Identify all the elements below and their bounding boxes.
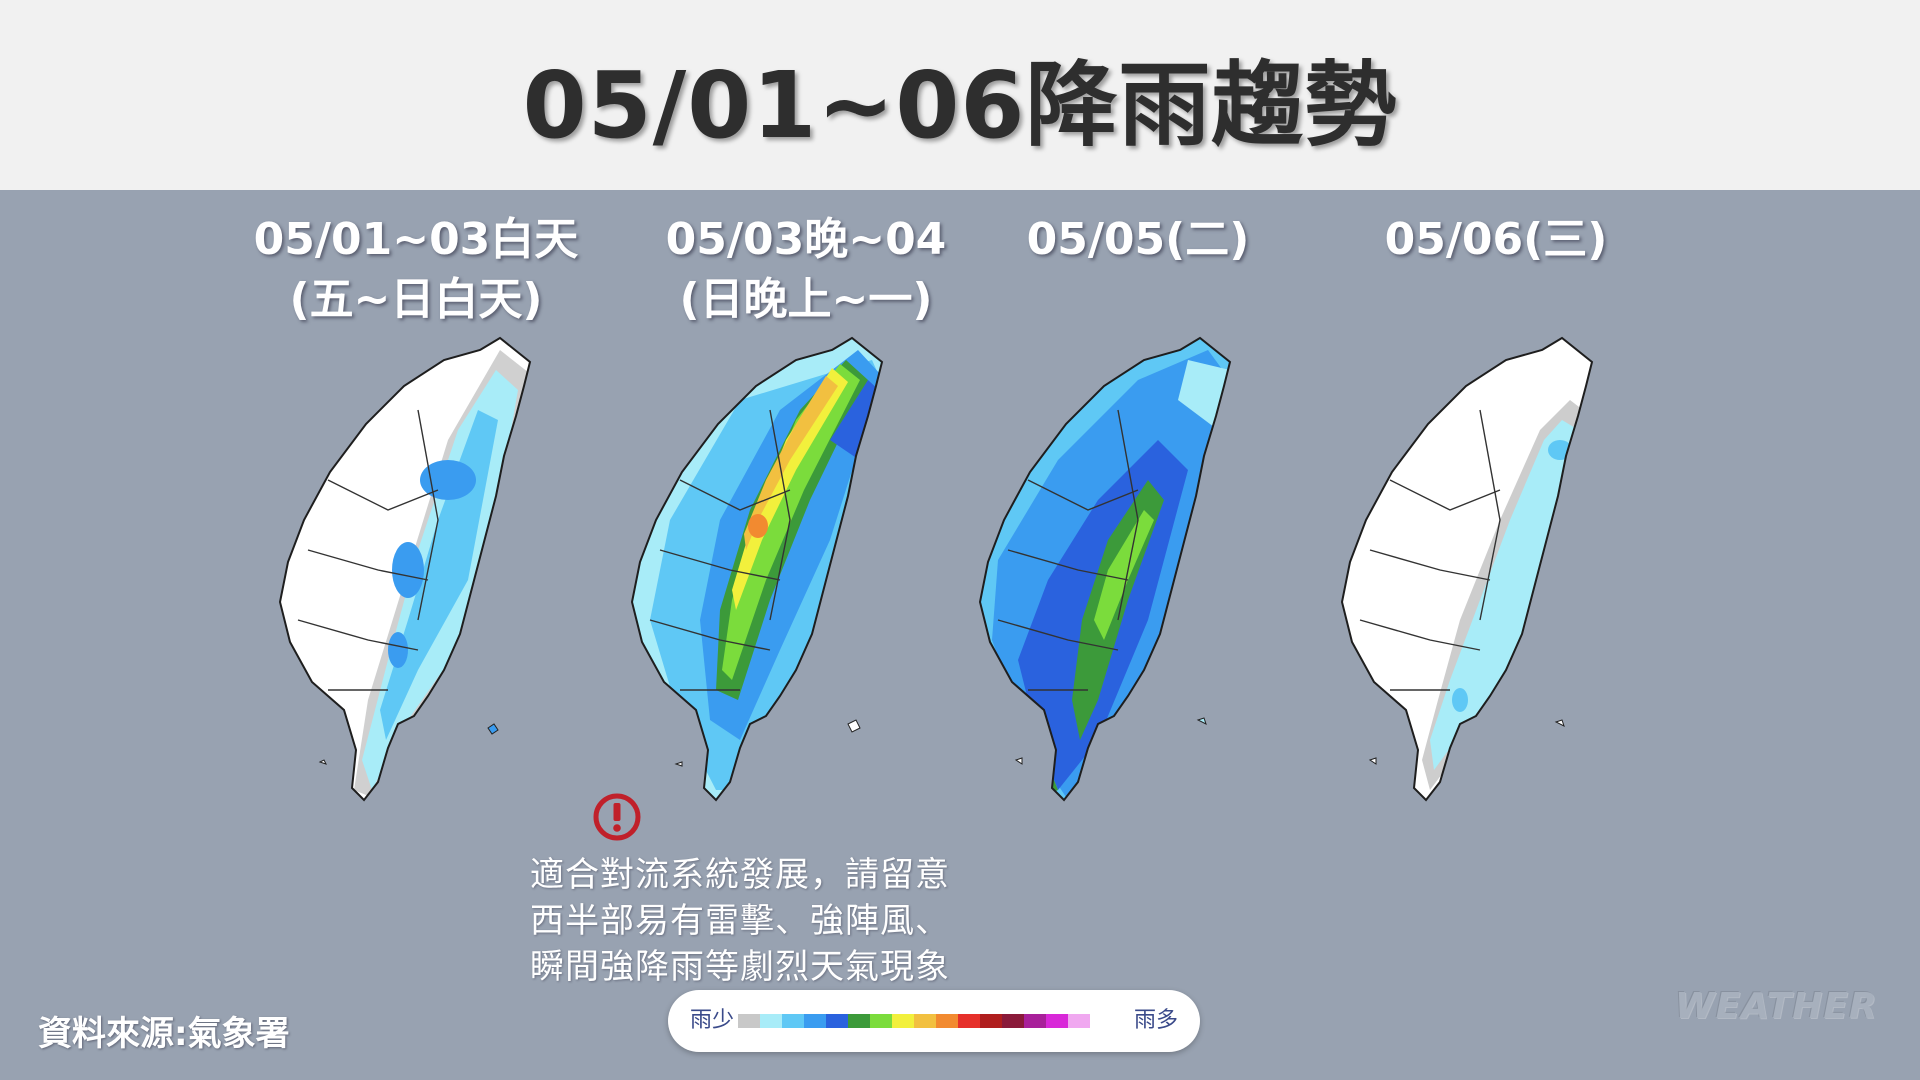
legend-swatch [826,1014,848,1028]
panel-1-label: 05/01~03白天 (五~日白天) [226,210,606,330]
weather-logo: WEATHER [1675,986,1878,1027]
panel-2-label: 05/03晚~04 (日晚上~一) [616,210,996,330]
legend-swatch [804,1014,826,1028]
legend-swatch [782,1014,804,1028]
convection-warning: 適合對流系統發展，請留意 西半部易有雷擊、強陣風、 瞬間強降雨等劇烈天氣現象 [530,852,1000,990]
legend-swatch [848,1014,870,1028]
page-title: 05/01~06降雨趨勢 [522,52,1398,159]
legend-swatch [1046,1014,1068,1028]
panel-4-label: 05/06(三) [1306,210,1686,270]
legend-low-label: 雨少 [690,1008,735,1033]
panel-3-date: 05/05(二) [1026,214,1250,265]
warning-line-2: 西半部易有雷擊、強陣風、 [530,901,950,941]
legend-color-bar [738,1014,1090,1028]
panel-1-days: (五~日白天) [289,274,543,325]
rain-map-1 [268,320,598,840]
legend-swatch [1068,1014,1090,1028]
legend-swatch [914,1014,936,1028]
panel-1-date: 05/01~03白天 [253,214,579,265]
panel-3-label: 05/05(二) [948,210,1328,270]
panel-4-date: 05/06(三) [1384,214,1608,265]
legend-swatch [760,1014,782,1028]
warning-line-1: 適合對流系統發展，請留意 [530,855,950,895]
legend-swatch [958,1014,980,1028]
header-bar [0,0,1920,190]
legend-high-label: 雨多 [1133,1008,1178,1033]
panel-2-date: 05/03晚~04 [665,214,947,265]
rainfall-legend: 雨少 雨多 [668,990,1200,1052]
data-source: 資料來源:氣象署 [38,1014,290,1054]
panel-2-days: (日晚上~一) [679,274,933,325]
legend-swatch [1002,1014,1024,1028]
legend-swatch [980,1014,1002,1028]
exclamation-circle-icon [592,792,642,842]
warning-line-3: 瞬間強降雨等劇烈天氣現象 [530,947,950,987]
legend-swatch [738,1014,760,1028]
legend-swatch [1024,1014,1046,1028]
legend-swatch [892,1014,914,1028]
rain-map-4 [1330,320,1660,840]
rain-map-2 [620,320,950,840]
legend-swatch [870,1014,892,1028]
legend-swatch [936,1014,958,1028]
rain-map-3 [968,320,1298,840]
